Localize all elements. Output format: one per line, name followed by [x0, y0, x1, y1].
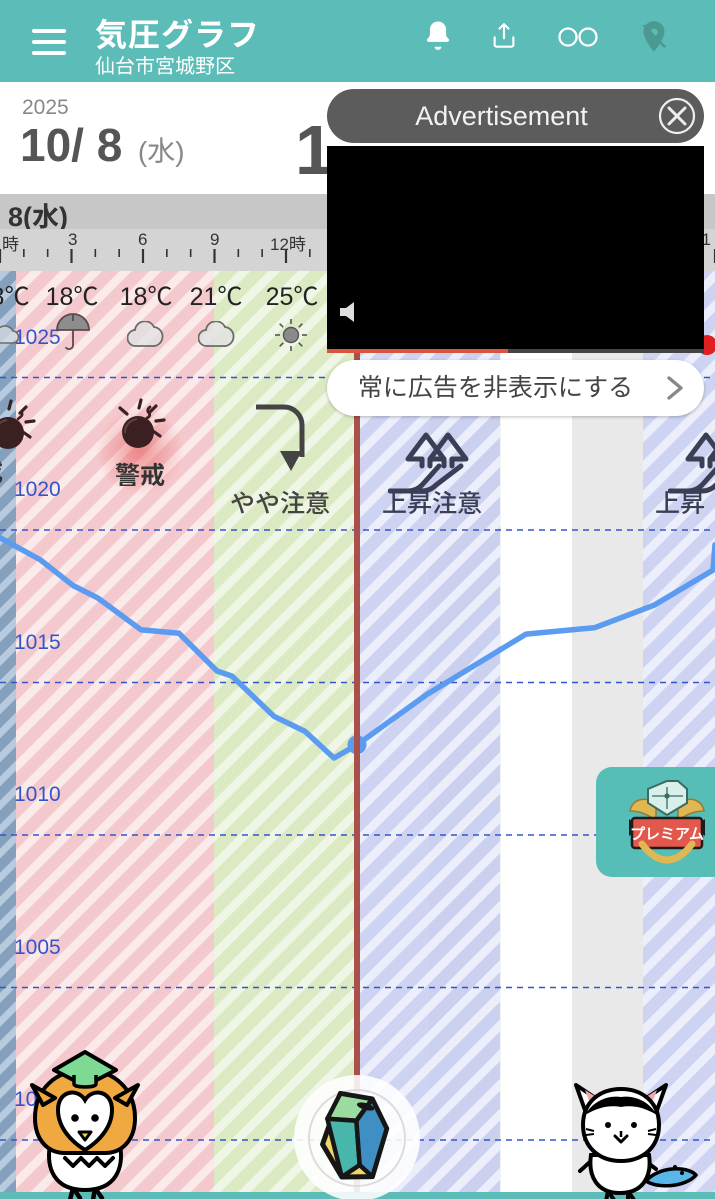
- svg-text:プレミアム: プレミアム: [630, 826, 704, 843]
